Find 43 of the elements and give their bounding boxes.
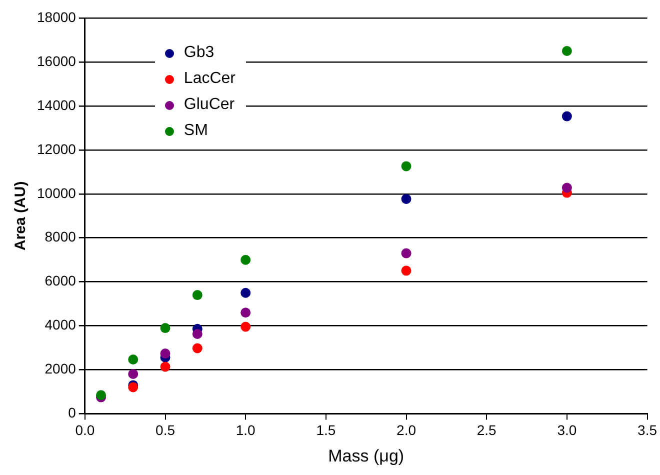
y-tick-label: 10000	[36, 184, 76, 201]
point	[160, 362, 170, 372]
y-tick-label: 2000	[44, 360, 76, 377]
y-axis-title: Area (AU)	[12, 181, 30, 250]
point	[240, 322, 251, 332]
x-tick-label: 0.5	[156, 422, 176, 438]
y-tick-label: 8000	[44, 228, 76, 245]
y-tick-label: 14000	[36, 96, 76, 113]
x-tick-label: 3.5	[638, 422, 658, 438]
point	[562, 182, 572, 193]
y-tick-label: 16000	[36, 52, 76, 69]
point	[240, 254, 251, 265]
legend-label: LacCer	[184, 70, 236, 88]
x-axis-title: Mass (μg)	[328, 446, 404, 466]
point	[192, 290, 202, 300]
point	[160, 323, 170, 334]
x-tick-label: 0.0	[75, 422, 95, 438]
point	[128, 369, 138, 379]
x-tick-label: 3.0	[557, 422, 577, 438]
legend-label: Gb3	[184, 44, 214, 62]
point	[401, 194, 412, 204]
x-tick-label: 2.0	[396, 422, 416, 438]
x-tick-label: 2.5	[476, 422, 497, 438]
point	[192, 328, 202, 339]
point	[160, 348, 170, 359]
x-tick-label: 1.5	[316, 422, 336, 438]
point	[562, 111, 572, 122]
y-tick-label: 0	[68, 404, 76, 421]
legend-label: SM	[184, 122, 208, 140]
point	[401, 266, 412, 276]
point	[192, 343, 202, 354]
legend-label: GluCer	[184, 96, 235, 114]
x-tick-label: 1.0	[236, 422, 256, 438]
y-tick-label: 4000	[44, 316, 76, 333]
point	[128, 354, 138, 364]
y-tick-label: 6000	[44, 272, 76, 289]
point	[240, 288, 251, 298]
point	[240, 308, 251, 318]
point	[401, 248, 412, 258]
y-tick-label: 12000	[36, 140, 76, 157]
point	[401, 161, 412, 172]
point	[562, 46, 572, 56]
y-tick-label: 18000	[36, 8, 76, 25]
